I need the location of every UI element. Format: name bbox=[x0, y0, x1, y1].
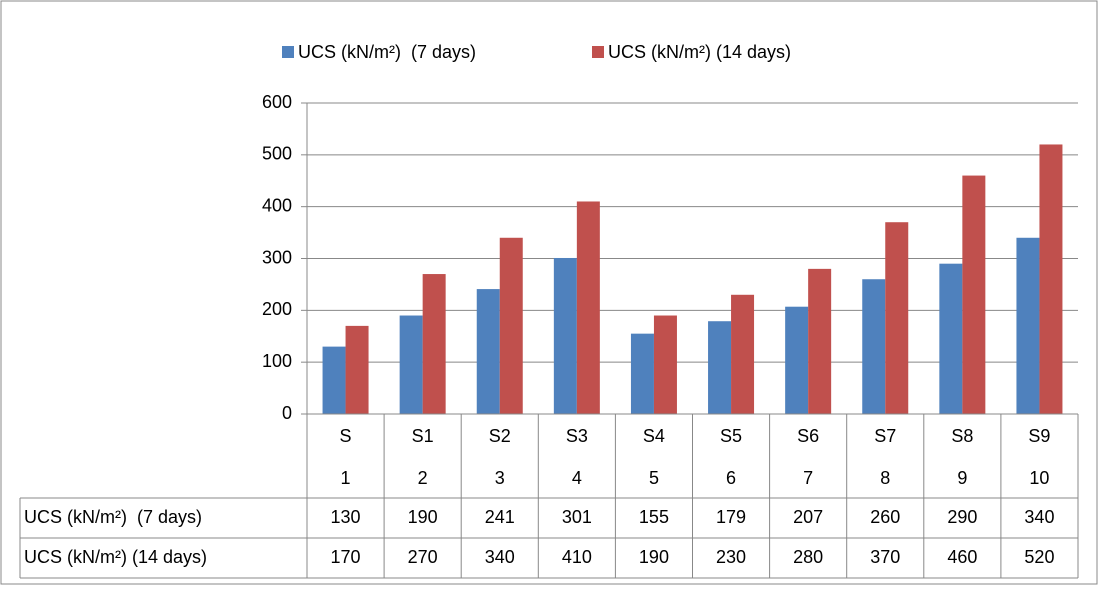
table-cell: 520 bbox=[1024, 547, 1054, 567]
x-tick-label: S bbox=[340, 426, 352, 446]
table-cell: 290 bbox=[947, 507, 977, 527]
x-tick-label: 3 bbox=[495, 468, 505, 488]
x-tick-label: S5 bbox=[720, 426, 742, 446]
table-cell: 241 bbox=[485, 507, 515, 527]
table-cell: 260 bbox=[870, 507, 900, 527]
bar bbox=[808, 268, 832, 414]
x-tick-label: 10 bbox=[1029, 468, 1049, 488]
x-tick-label: 8 bbox=[880, 468, 890, 488]
bar bbox=[731, 294, 755, 414]
table-cell: 190 bbox=[408, 507, 438, 527]
table-cell: 179 bbox=[716, 507, 746, 527]
x-tick-label: 1 bbox=[341, 468, 351, 488]
x-tick-label: 9 bbox=[957, 468, 967, 488]
bar bbox=[862, 279, 886, 414]
y-tick-label: 400 bbox=[262, 195, 292, 215]
y-tick-label: 600 bbox=[262, 92, 292, 112]
table-cell: 340 bbox=[1024, 507, 1054, 527]
table-row-label: UCS (kN/m²) (7 days) bbox=[24, 507, 202, 527]
table-cell: 280 bbox=[793, 547, 823, 567]
table-cell: 460 bbox=[947, 547, 977, 567]
x-tick-label: S1 bbox=[412, 426, 434, 446]
table-cell: 370 bbox=[870, 547, 900, 567]
bar bbox=[1039, 144, 1063, 414]
y-tick-label: 300 bbox=[262, 247, 292, 267]
y-tick-label: 100 bbox=[262, 351, 292, 371]
legend-label: UCS (kN/m²) (7 days) bbox=[298, 42, 476, 62]
y-tick-label: 500 bbox=[262, 144, 292, 164]
table-cell: 155 bbox=[639, 507, 669, 527]
bar bbox=[630, 333, 654, 414]
bar bbox=[962, 175, 986, 414]
bar bbox=[422, 274, 446, 414]
bar bbox=[499, 237, 523, 414]
x-tick-label: 2 bbox=[418, 468, 428, 488]
x-tick-label: S4 bbox=[643, 426, 665, 446]
table-cell: 130 bbox=[331, 507, 361, 527]
bar bbox=[939, 263, 963, 414]
x-tick-label: 4 bbox=[572, 468, 582, 488]
bar bbox=[576, 201, 600, 414]
x-tick-label: S6 bbox=[797, 426, 819, 446]
table-cell: 207 bbox=[793, 507, 823, 527]
x-tick-label: S8 bbox=[951, 426, 973, 446]
bar bbox=[345, 325, 369, 414]
legend-swatch bbox=[282, 46, 294, 58]
x-tick-label: 7 bbox=[803, 468, 813, 488]
x-tick-label: S7 bbox=[874, 426, 896, 446]
bar bbox=[653, 315, 677, 414]
bar bbox=[553, 257, 577, 414]
table-cell: 410 bbox=[562, 547, 592, 567]
y-tick-label: 200 bbox=[262, 299, 292, 319]
bar bbox=[322, 346, 346, 414]
x-tick-label: S9 bbox=[1028, 426, 1050, 446]
bar bbox=[399, 315, 423, 414]
bar bbox=[476, 289, 500, 414]
bar bbox=[785, 306, 809, 414]
x-tick-label: S3 bbox=[566, 426, 588, 446]
bar bbox=[708, 321, 732, 414]
table-cell: 190 bbox=[639, 547, 669, 567]
x-tick-label: S2 bbox=[489, 426, 511, 446]
table-cell: 170 bbox=[331, 547, 361, 567]
y-tick-label: 0 bbox=[282, 403, 292, 423]
bar bbox=[885, 222, 909, 414]
x-tick-label: 5 bbox=[649, 468, 659, 488]
table-cell: 270 bbox=[408, 547, 438, 567]
table-cell: 301 bbox=[562, 507, 592, 527]
bar bbox=[1016, 237, 1040, 414]
legend-swatch bbox=[592, 46, 604, 58]
x-tick-label: 6 bbox=[726, 468, 736, 488]
table-cell: 340 bbox=[485, 547, 515, 567]
table-row-label: UCS (kN/m²) (14 days) bbox=[24, 547, 207, 567]
legend-label: UCS (kN/m²) (14 days) bbox=[608, 42, 791, 62]
table-cell: 230 bbox=[716, 547, 746, 567]
